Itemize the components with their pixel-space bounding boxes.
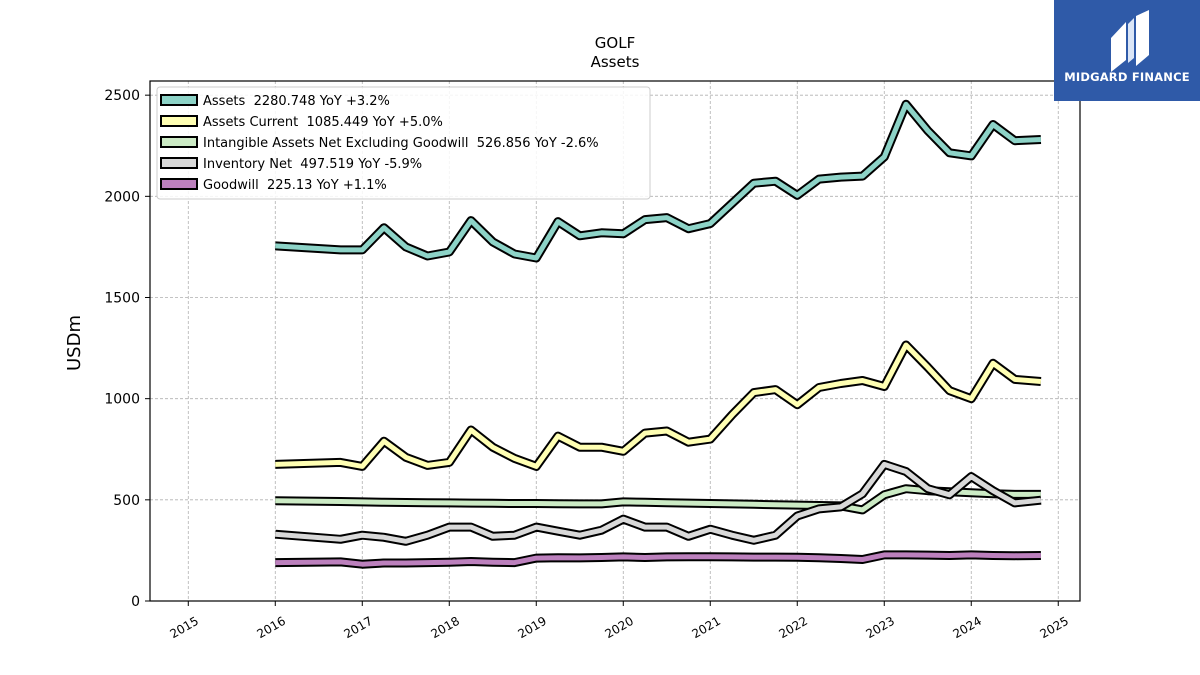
x-tick-label: 2021: [690, 614, 723, 641]
y-tick-label: 2500: [104, 88, 140, 104]
x-tick-label: 2016: [255, 614, 288, 641]
series-line-assets-current: [275, 342, 1042, 469]
legend-swatch: [160, 178, 198, 190]
chart-title: GOLF: [595, 34, 635, 52]
x-tick-label: 2020: [603, 614, 636, 641]
series-line-inventory-net: [275, 461, 1042, 544]
y-tick-label: 2000: [104, 189, 140, 205]
y-axis-label: USDm: [64, 315, 85, 371]
legend-box: [156, 86, 651, 200]
x-tick-label: 2017: [342, 614, 375, 641]
x-tick-label: 2018: [429, 614, 462, 641]
legend: Assets 2280.748 YoY +3.2% Assets Current …: [156, 86, 651, 200]
x-tick-label: 2019: [516, 614, 549, 641]
series-lines: [274, 99, 1042, 569]
y-tick-label: 0: [131, 594, 140, 610]
legend-swatch: [160, 157, 198, 169]
x-tick-label: 2023: [864, 614, 897, 641]
brand-name: MIDGARD FINANCE: [1064, 70, 1190, 84]
y-tick-label: 1000: [104, 392, 140, 408]
y-tick-label: 500: [113, 493, 140, 509]
x-tick-label: 2024: [951, 614, 984, 641]
legend-label: Assets 2280.748 YoY +3.2%: [203, 94, 390, 109]
x-tick-label: 2015: [168, 614, 201, 641]
logo-icon: [1111, 10, 1149, 72]
series-line-intangible-assets-net-excluding-goodwill: [275, 486, 1041, 513]
y-tick-label: 1500: [104, 290, 140, 306]
series-line-goodwill: [275, 552, 1041, 567]
legend-label: Assets Current 1085.449 YoY +5.0%: [203, 115, 443, 130]
legend-label: Intangible Assets Net Excluding Goodwill…: [203, 136, 599, 151]
legend-swatch: [160, 94, 198, 106]
legend-swatch: [160, 136, 198, 148]
legend-label: Goodwill 225.13 YoY +1.1%: [203, 178, 387, 193]
legend-label: Inventory Net 497.519 YoY -5.9%: [203, 157, 422, 172]
chart-subtitle: Assets: [591, 53, 640, 71]
plot-frame: [149, 80, 1081, 602]
x-tick-label: 2022: [777, 614, 810, 641]
legend-swatch: [160, 115, 198, 127]
brand-logo: MIDGARD FINANCE: [1054, 0, 1200, 101]
series-line-assets: [275, 101, 1042, 261]
x-tick-label: 2025: [1038, 614, 1071, 641]
